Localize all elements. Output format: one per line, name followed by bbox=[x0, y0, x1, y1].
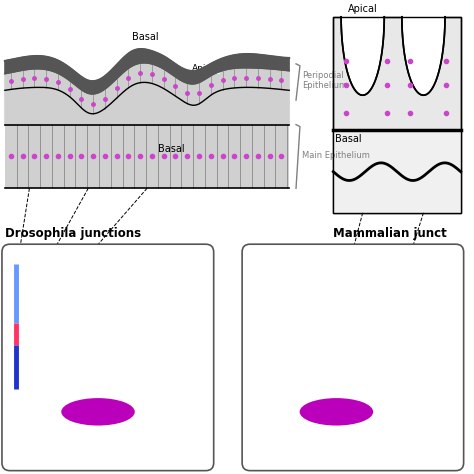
Polygon shape bbox=[341, 17, 384, 95]
Text: Basal: Basal bbox=[158, 144, 185, 154]
Text: Mammalian junct: Mammalian junct bbox=[333, 228, 447, 240]
Polygon shape bbox=[5, 82, 289, 125]
Text: Basal: Basal bbox=[132, 32, 158, 42]
Polygon shape bbox=[333, 129, 461, 213]
Text: Basal: Basal bbox=[335, 135, 362, 145]
Polygon shape bbox=[5, 63, 289, 114]
FancyBboxPatch shape bbox=[2, 244, 214, 471]
Text: Apical: Apical bbox=[192, 64, 219, 73]
Text: Drosophila junctions: Drosophila junctions bbox=[5, 228, 141, 240]
Polygon shape bbox=[5, 125, 289, 188]
Polygon shape bbox=[402, 17, 445, 95]
Text: Peripodial
Epithelium: Peripodial Epithelium bbox=[302, 71, 347, 90]
Polygon shape bbox=[5, 49, 289, 94]
Ellipse shape bbox=[300, 398, 373, 426]
FancyBboxPatch shape bbox=[242, 244, 464, 471]
Text: Main Epithelium: Main Epithelium bbox=[302, 152, 370, 161]
Ellipse shape bbox=[61, 398, 135, 426]
Polygon shape bbox=[333, 17, 461, 213]
Text: Apical: Apical bbox=[348, 4, 378, 14]
